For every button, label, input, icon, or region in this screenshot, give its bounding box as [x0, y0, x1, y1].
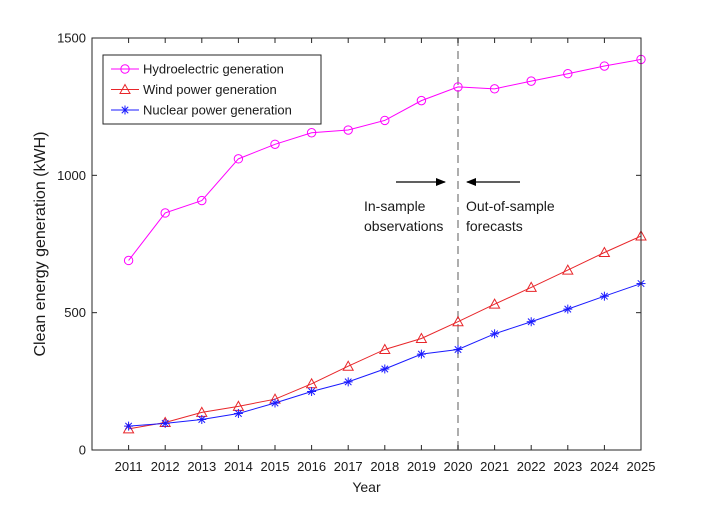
data-point: [489, 84, 500, 94]
data-point: [120, 105, 130, 115]
data-point: [120, 64, 130, 74]
x-tick-label: 2023: [553, 459, 582, 474]
data-point: [123, 255, 134, 266]
data-point: [599, 61, 610, 71]
x-tick-label: 2016: [297, 459, 326, 474]
x-tick-label: 2022: [517, 459, 546, 474]
data-point: [453, 82, 463, 92]
in-sample-label: In-sample: [364, 198, 426, 214]
legend-entry: Nuclear power generation: [111, 103, 292, 118]
series-line: [128, 58, 642, 261]
x-tick-label: 2015: [261, 459, 290, 474]
data-point: [526, 317, 536, 327]
x-tick-label: 2018: [370, 459, 399, 474]
legend-label: Wind power generation: [143, 82, 277, 97]
legend-label: Hydroelectric generation: [143, 62, 284, 77]
out-of-sample-label: forecasts: [466, 218, 523, 234]
data-point: [233, 408, 243, 418]
legend: Hydroelectric generation Wind power gener…: [102, 54, 322, 125]
legend-box: [102, 54, 322, 125]
data-point: [307, 386, 317, 396]
data-point: [197, 195, 207, 206]
data-point: [561, 264, 574, 275]
x-tick-label: 2019: [407, 459, 436, 474]
data-point: [160, 418, 170, 428]
legend-entry: Wind power generation: [111, 82, 277, 97]
data-point: [270, 398, 280, 408]
data-point: [525, 281, 538, 292]
x-tick-label: 2025: [627, 459, 656, 474]
data-point: [380, 115, 390, 126]
x-tick-label: 2012: [151, 459, 180, 474]
series-line: [128, 235, 642, 430]
data-point: [343, 125, 353, 135]
x-tick-label: 2017: [334, 459, 363, 474]
axes-box: [91, 37, 642, 451]
data-point: [160, 208, 170, 218]
data-point: [342, 360, 355, 371]
x-tick-label: 2021: [480, 459, 509, 474]
x-tick-label: 2014: [224, 459, 253, 474]
y-axis-title: Clean energy generation (kWH): [32, 132, 49, 357]
data-point: [343, 377, 353, 387]
legend-entry: Hydroelectric generation: [111, 62, 284, 77]
y-tick-label: 1500: [57, 31, 86, 46]
data-point: [197, 415, 207, 425]
data-point: [563, 69, 573, 79]
y-tick-label: 0: [79, 443, 86, 458]
data-point: [526, 76, 536, 86]
annotations: In-sample observations Out-of-sample foreca…: [364, 178, 555, 234]
data-point: [378, 343, 391, 354]
in-sample-label: observations: [364, 218, 443, 234]
data-point: [598, 246, 611, 258]
data-point: [416, 95, 427, 106]
data-point: [599, 291, 609, 301]
data-point: [490, 329, 500, 339]
data-point: [415, 332, 428, 343]
x-tick-label: 2011: [115, 459, 143, 474]
x-tick-label: 2024: [590, 459, 619, 474]
data-point: [270, 139, 280, 149]
data-point: [488, 298, 501, 309]
out-of-sample-label: Out-of-sample: [466, 198, 555, 214]
x-tick-label: 2013: [187, 459, 216, 474]
data-point: [119, 83, 131, 94]
data-point: [416, 349, 426, 359]
data-point: [452, 315, 464, 327]
y-tick-label: 500: [64, 305, 86, 320]
data-point: [380, 364, 390, 374]
x-axis-title: Year: [352, 479, 381, 495]
data-point: [563, 304, 573, 314]
data-point: [453, 344, 463, 354]
data-point: [306, 128, 317, 138]
legend-label: Nuclear power generation: [143, 103, 292, 118]
data-point: [124, 421, 134, 431]
y-tick-label: 1000: [57, 168, 86, 183]
data-point: [233, 154, 244, 164]
x-tick-label: 2020: [444, 459, 473, 474]
series-2: [124, 279, 646, 431]
